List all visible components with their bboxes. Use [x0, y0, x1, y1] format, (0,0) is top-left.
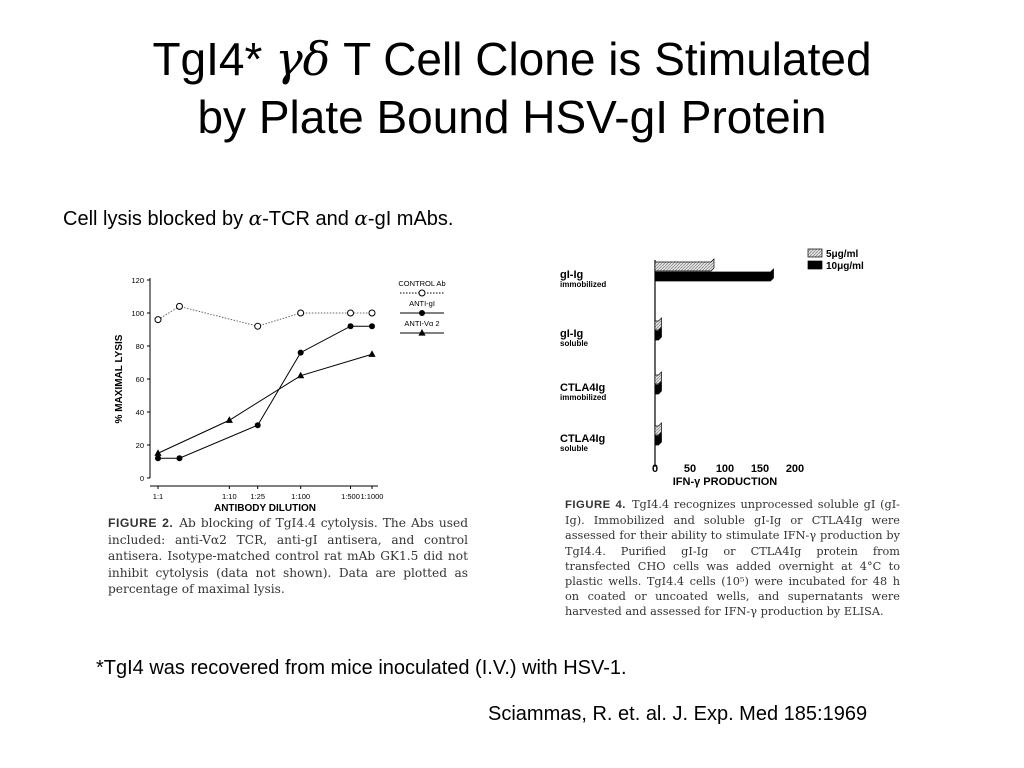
y-tick-label: 120: [131, 276, 144, 285]
series-0: [155, 303, 375, 329]
x-axis-label: IFN-γ PRODUCTION: [673, 476, 778, 488]
category-sublabel: soluble: [560, 339, 589, 348]
category-sublabel: soluble: [560, 444, 589, 453]
x-tick-label: 1:1: [153, 492, 163, 501]
data-point: [369, 310, 375, 316]
series-2: [154, 350, 375, 456]
slide-title: TgI4* γδ T Cell Clone is Stimulated by P…: [0, 30, 1024, 146]
data-point: [348, 310, 354, 316]
y-tick-label: 20: [136, 441, 144, 450]
legend-marker: [419, 290, 425, 296]
bar: [655, 372, 662, 384]
y-axis-label: % MAXIMAL LYSIS: [114, 334, 125, 423]
data-point: [255, 422, 261, 428]
subtitle-alpha-2: α: [354, 206, 368, 230]
series-line: [158, 354, 372, 453]
category-sublabel: immobilized: [560, 393, 606, 402]
x-axis-label: ANTIBODY DILUTION: [214, 503, 316, 513]
legend-swatch: [808, 261, 822, 269]
y-tick-label: 40: [136, 408, 144, 417]
legend-item: ANTI-Vα 2: [400, 319, 444, 336]
legend-item: 5μg/ml: [808, 249, 858, 260]
figure-2-caption: FIGURE 2. Ab blocking of TgI4.4 cytolysis…: [108, 515, 468, 598]
category-sublabel: immobilized: [560, 280, 606, 289]
citation: Sciammas, R. et. al. J. Exp. Med 185:196…: [488, 703, 867, 726]
x-tick-label: 1:500: [341, 492, 360, 501]
bar: [655, 259, 714, 271]
subtitle-b: -TCR and: [262, 208, 354, 230]
legend-item: CONTROL Ab: [398, 279, 445, 296]
ifn-bar-chart: 0 50 100 150 200 IFN-γ PRODUCTION gI-Igimmobil…: [560, 245, 890, 490]
data-point: [348, 323, 354, 329]
x-tick-label: 1:10: [222, 492, 237, 501]
bar: [655, 423, 662, 435]
series-line: [158, 306, 372, 326]
title-text-a: TgI4*: [152, 33, 275, 85]
figure-4-text: TgI4.4 recognizes unprocessed soluble gI…: [565, 498, 900, 618]
figure-2-label: FIGURE 2.: [108, 516, 173, 530]
legend-label: ANTI-gI: [409, 299, 435, 308]
data-point: [369, 323, 375, 329]
subtitle-alpha-1: α: [249, 206, 263, 230]
legend-label: ANTI-Vα 2: [404, 319, 439, 328]
title-greek: γδ: [275, 32, 330, 86]
data-point: [298, 350, 304, 356]
legend-item: 10μg/ml: [808, 261, 864, 272]
data-point: [255, 323, 261, 329]
x-tick-label: 0: [652, 463, 658, 475]
figure-4-caption: FIGURE 4. TgI4.4 recognizes unprocessed s…: [565, 497, 900, 620]
data-point: [298, 310, 304, 316]
lysis-line-chart: 0 20 40 60 80 100 120 1:1 1:10 1:25 1:100 1:500 1:10…: [100, 268, 480, 513]
data-point: [155, 317, 161, 323]
data-point: [176, 303, 182, 309]
series-1: [155, 323, 375, 461]
title-line-1: TgI4* γδ T Cell Clone is Stimulated: [0, 30, 1024, 88]
data-point: [176, 455, 182, 461]
data-point: [368, 350, 375, 357]
x-tick-label: 100: [716, 463, 734, 475]
legend-swatch: [808, 249, 822, 257]
title-line-2: by Plate Bound HSV-gI Protein: [0, 88, 1024, 146]
x-tick-label: 1:1000: [361, 492, 384, 501]
subtitle: Cell lysis blocked by α-TCR and α-gI mAb…: [63, 206, 453, 231]
subtitle-c: -gI mAbs.: [368, 208, 454, 230]
y-tick-label: 0: [140, 474, 144, 483]
y-tick-label: 100: [131, 309, 144, 318]
figure-4-label: FIGURE 4.: [565, 499, 626, 511]
data-point: [226, 416, 233, 423]
legend-label: 10μg/ml: [826, 261, 864, 272]
legend-marker: [419, 310, 425, 316]
x-tick-label: 50: [684, 463, 696, 475]
footnote: *TgI4 was recovered from mice inoculated…: [96, 657, 627, 680]
legend-marker: [418, 329, 425, 336]
title-text-b: T Cell Clone is Stimulated: [330, 33, 871, 85]
bar: [655, 318, 662, 330]
subtitle-a: Cell lysis blocked by: [63, 208, 249, 230]
y-tick-label: 60: [136, 375, 144, 384]
y-tick-label: 80: [136, 342, 144, 351]
legend-label: 5μg/ml: [826, 249, 858, 260]
legend-label: CONTROL Ab: [398, 279, 445, 288]
x-tick-label: 200: [786, 463, 804, 475]
x-tick-label: 1:25: [250, 492, 265, 501]
x-tick-label: 150: [751, 463, 769, 475]
data-point: [155, 455, 161, 461]
legend-item: ANTI-gI: [400, 299, 444, 316]
x-tick-label: 1:100: [291, 492, 310, 501]
